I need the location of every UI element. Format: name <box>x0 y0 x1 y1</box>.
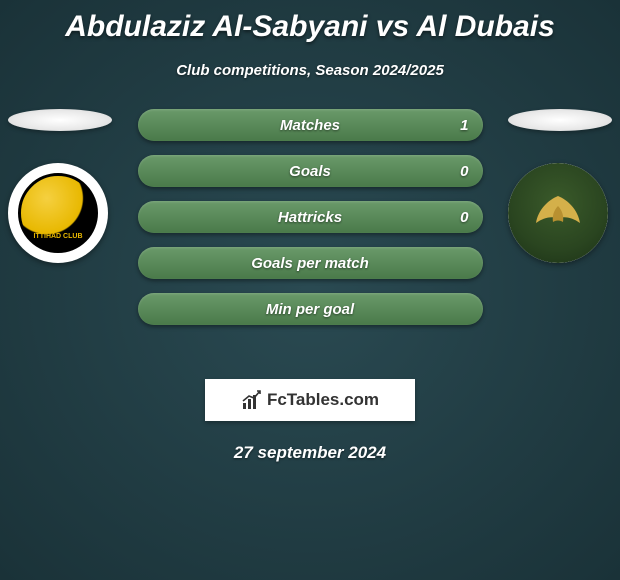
stat-label: Min per goal <box>266 301 354 318</box>
stat-bar-goals-per-match: Goals per match <box>138 247 483 279</box>
stat-value: 1 <box>460 117 468 134</box>
stat-label: Goals per match <box>251 255 369 272</box>
stat-bar-matches: Matches 1 <box>138 109 483 141</box>
brand-badge: FcTables.com <box>205 379 415 421</box>
stat-bar-hattricks: Hattricks 0 <box>138 201 483 233</box>
eagle-icon <box>528 188 588 238</box>
brand-text: FcTables.com <box>267 390 379 410</box>
ittihad-crest-icon <box>18 173 98 253</box>
stat-bar-min-per-goal: Min per goal <box>138 293 483 325</box>
page-title: Abdulaziz Al-Sabyani vs Al Dubais <box>0 0 620 44</box>
comparison-panel: Matches 1 Goals 0 Hattricks 0 Goals per … <box>0 109 620 359</box>
stats-list: Matches 1 Goals 0 Hattricks 0 Goals per … <box>138 109 483 325</box>
left-player-placeholder <box>8 109 112 131</box>
right-player-placeholder <box>508 109 612 131</box>
subtitle: Club competitions, Season 2024/2025 <box>0 62 620 79</box>
stat-label: Goals <box>289 163 331 180</box>
stat-label: Hattricks <box>278 209 342 226</box>
stat-bar-goals: Goals 0 <box>138 155 483 187</box>
right-club-badge <box>508 163 608 263</box>
left-club-badge <box>8 163 108 263</box>
right-player-column <box>508 109 612 263</box>
date-label: 27 september 2024 <box>0 443 620 463</box>
stat-value: 0 <box>460 209 468 226</box>
khaleej-crest-icon <box>508 163 608 263</box>
chart-icon <box>241 389 263 411</box>
left-player-column <box>8 109 112 263</box>
stat-label: Matches <box>280 117 340 134</box>
stat-value: 0 <box>460 163 468 180</box>
